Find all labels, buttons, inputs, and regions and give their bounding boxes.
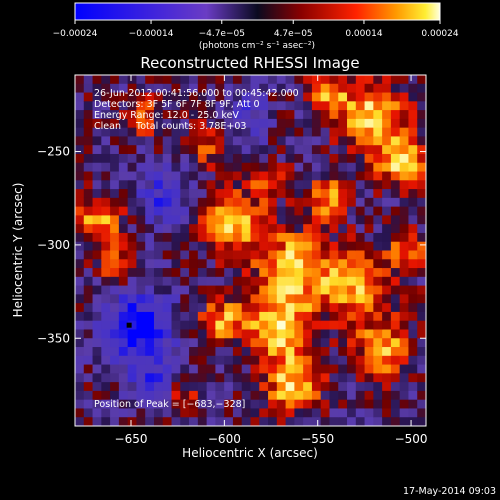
x-tick-label: −600	[208, 432, 241, 446]
colorbar-ticks: −0.00024 −0.00014 −4.7e−05 4.7e−05 0.00014 0.…	[53, 20, 459, 39]
plot-frame	[74, 74, 427, 427]
x-tick-label: −500	[395, 432, 428, 446]
colorbar-tick-label: 0.00014	[345, 29, 382, 39]
y-axis-title: Heliocentric Y (arcsec)	[11, 183, 25, 318]
heatmap	[75, 75, 426, 426]
y-tick-label: −250	[37, 145, 70, 159]
observation-info: 26-Jun-2012 00:41:56.000 to 00:45:42.000…	[94, 88, 299, 132]
x-axis-title: Heliocentric X (arcsec)	[182, 446, 318, 460]
header-line-time: 26-Jun-2012 00:41:56.000 to 00:45:42.000	[94, 88, 299, 99]
colorbar-units: (photons cm⁻² s⁻¹ asec⁻²)	[199, 41, 315, 51]
header-line-detectors: Detectors: 3F 5F 6F 7F 8F 9F, Att 0	[94, 99, 260, 110]
header-line-energy: Energy Range: 12.0 - 25.0 keV	[94, 110, 239, 121]
colorbar-tick-label: −0.00014	[129, 29, 174, 39]
header-line-clean: Clean Total counts: 3.78E+03	[94, 121, 246, 132]
colorbar-tick-label: −4.7e−05	[199, 29, 245, 39]
chart-title: Reconstructed RHESSI Image	[140, 54, 359, 72]
heatmap-cells	[75, 75, 426, 426]
peak-position-label: Position of Peak = [−683,−328]	[94, 399, 245, 410]
y-axis: −250 −300 −350	[37, 145, 426, 345]
x-tick-label: −650	[115, 432, 148, 446]
y-tick-label: −300	[37, 238, 70, 252]
colorbar-tick-label: 0.00024	[421, 29, 458, 39]
colorbar-tick-label: 4.7e−05	[274, 29, 313, 39]
generation-timestamp: 17-May-2014 09:03	[403, 486, 496, 497]
peak-marker	[126, 322, 132, 328]
colorbar-gradient	[74, 2, 441, 21]
colorbar-tick-label: −0.00024	[53, 29, 98, 39]
x-tick-label: −550	[301, 432, 334, 446]
y-tick-label: −350	[37, 331, 70, 345]
colorbar: −0.00024 −0.00014 −4.7e−05 4.7e−05 0.00014 0.…	[53, 2, 459, 51]
x-axis: −650 −600 −550 −500	[115, 75, 428, 446]
